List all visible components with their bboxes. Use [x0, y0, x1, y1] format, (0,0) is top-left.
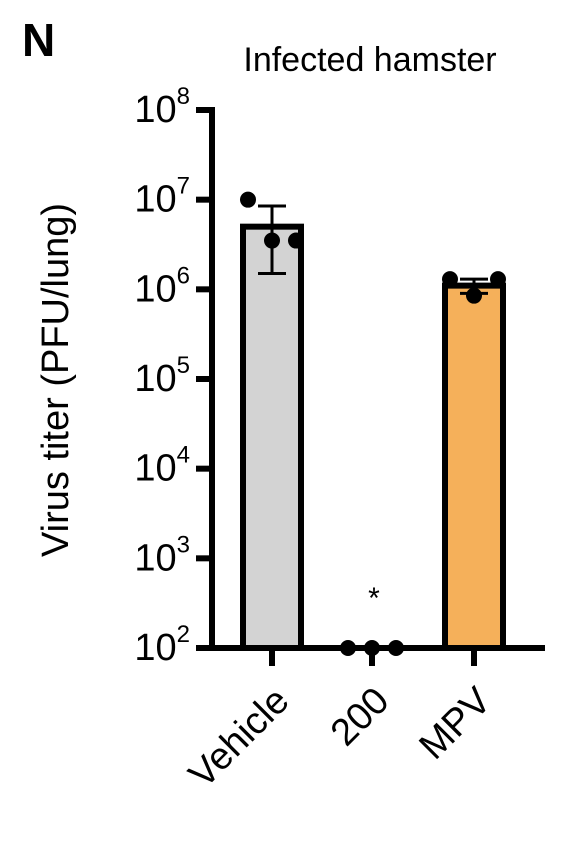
- y-tick-base: 10: [134, 89, 176, 131]
- y-tick-label: 102: [134, 621, 190, 669]
- y-tick-base: 10: [134, 268, 176, 310]
- y-tick-label: 105: [134, 352, 190, 400]
- data-point: [442, 271, 458, 288]
- y-tick-exp: 6: [177, 263, 190, 290]
- bar: [240, 223, 304, 651]
- y-tick-exp: 4: [177, 442, 190, 469]
- x-tick-label: Vehicle: [181, 680, 297, 796]
- x-tick-label: 200: [323, 680, 398, 755]
- y-tick-base: 10: [134, 627, 176, 669]
- data-point: [264, 232, 280, 249]
- y-tick-label: 107: [134, 173, 190, 221]
- y-tick-label: 104: [134, 442, 190, 490]
- y-tick-base: 10: [134, 448, 176, 490]
- y-tick-exp: 3: [177, 532, 190, 559]
- y-tick-base: 10: [134, 179, 176, 221]
- bar: [442, 282, 506, 651]
- y-tick-label: 103: [134, 532, 190, 580]
- y-tick-label: 108: [134, 83, 190, 131]
- data-point: [490, 271, 506, 288]
- y-tick-exp: 8: [177, 83, 190, 110]
- y-axis-label: Virus titer (PFU/lung): [35, 203, 77, 557]
- y-tick-label: 106: [134, 263, 190, 311]
- y-tick-exp: 2: [177, 621, 190, 648]
- significance-mark: *: [368, 582, 380, 615]
- data-point: [466, 287, 482, 304]
- panel-label: N: [22, 14, 55, 66]
- data-point: [240, 191, 256, 208]
- chart-title: Infected hamster: [243, 41, 496, 79]
- data-point: [288, 232, 304, 249]
- y-tick-base: 10: [134, 358, 176, 400]
- y-tick-exp: 5: [177, 352, 190, 379]
- y-tick-base: 10: [134, 537, 176, 579]
- y-tick-exp: 7: [177, 173, 190, 200]
- x-tick-label: MPV: [412, 679, 500, 767]
